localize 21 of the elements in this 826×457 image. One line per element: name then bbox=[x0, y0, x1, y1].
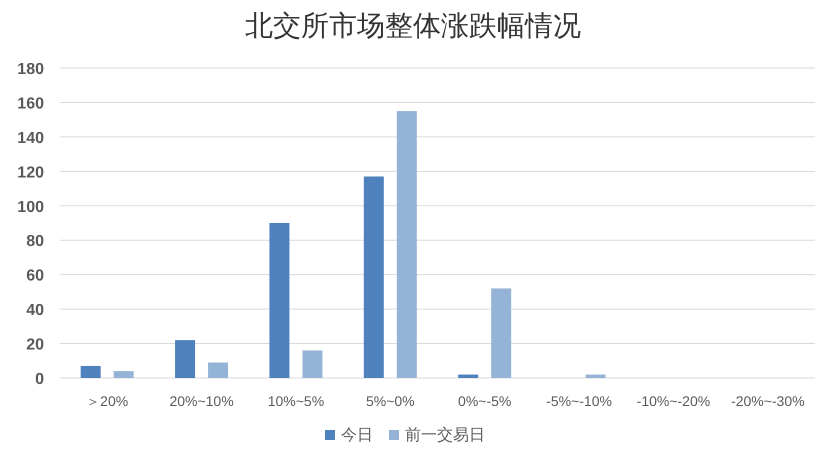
legend: 前一交易日 bbox=[405, 427, 485, 444]
xtick: 10%~5% bbox=[268, 393, 324, 409]
ytick: 0 bbox=[35, 371, 44, 388]
ytick: 80 bbox=[26, 233, 44, 250]
title: 北交所市场整体涨跌幅情况 bbox=[245, 11, 581, 42]
ytick: 60 bbox=[26, 268, 44, 285]
xtick: ＞20% bbox=[86, 393, 128, 409]
ytick: 40 bbox=[26, 302, 44, 320]
ytick: 100 bbox=[17, 198, 44, 216]
xtick: 5%~0% bbox=[366, 393, 415, 409]
ytick: 120 bbox=[17, 164, 44, 182]
xtick: -10%~-20% bbox=[636, 393, 710, 409]
xtick: -20%~-30% bbox=[731, 393, 805, 409]
legend: 今日 bbox=[341, 427, 373, 444]
ytick: 160 bbox=[17, 95, 44, 112]
xtick: 0%~-5% bbox=[458, 393, 512, 409]
xtick: -5%~-10% bbox=[546, 393, 612, 409]
xtick: 20%~10% bbox=[169, 393, 234, 409]
ytick: 140 bbox=[17, 130, 44, 147]
ytick: 180 bbox=[17, 61, 44, 78]
ytick: 20 bbox=[26, 336, 44, 354]
